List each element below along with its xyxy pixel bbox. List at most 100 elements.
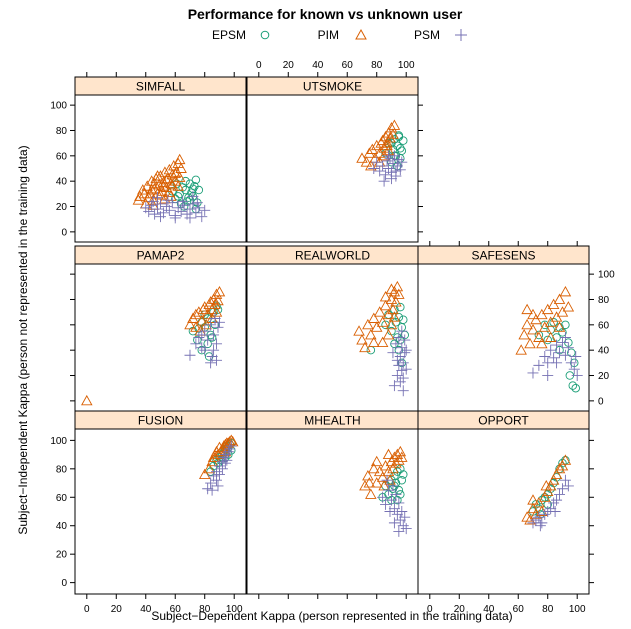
point-pim: [376, 316, 389, 327]
panel-frame: [74, 263, 247, 412]
panel-mhealth: MHEALTH: [246, 410, 419, 595]
point-pim: [365, 488, 377, 499]
point-psm: [184, 349, 196, 361]
x-axis-label: Subject−Dependent Kappa (person represen…: [151, 609, 512, 623]
x-tick-label: 60: [342, 60, 354, 71]
point-pim: [134, 190, 146, 201]
point-pim: [184, 318, 196, 330]
point-pim: [368, 312, 380, 323]
point-pim: [370, 455, 383, 467]
point-psm: [385, 494, 397, 506]
point-psm: [377, 491, 389, 503]
point-psm: [387, 480, 399, 492]
point-pim: [539, 321, 551, 332]
legend: EPSM PIM PSM: [212, 28, 467, 42]
point-psm: [554, 488, 566, 500]
y-tick-label: 0: [598, 396, 604, 407]
y-tick-label: 0: [61, 578, 67, 589]
point-psm: [202, 334, 214, 346]
point-pim: [197, 303, 210, 315]
point-psm: [391, 370, 403, 382]
panel-safesens: SAFESENS: [417, 245, 590, 412]
panel-title: OPPORT: [478, 414, 529, 428]
point-psm: [378, 175, 390, 187]
point-pim: [518, 329, 530, 340]
point-psm: [208, 329, 220, 341]
point-pim: [210, 288, 223, 299]
point-pim: [556, 460, 569, 471]
point-psm: [562, 480, 574, 492]
point-psm: [175, 206, 187, 218]
point-pim: [363, 147, 376, 158]
point-psm: [166, 197, 178, 209]
point-pim: [157, 176, 170, 187]
point-psm: [390, 165, 402, 177]
point-psm: [533, 511, 545, 523]
point-pim: [175, 162, 187, 173]
point-epsm: [568, 381, 578, 390]
point-pim: [198, 468, 211, 479]
point-psm: [187, 190, 199, 202]
point-psm: [155, 211, 166, 223]
point-pim: [173, 153, 186, 165]
point-psm: [199, 204, 211, 216]
point-epsm: [213, 305, 223, 314]
point-epsm: [534, 330, 544, 340]
point-psm: [380, 169, 392, 181]
point-psm: [211, 354, 223, 366]
panel-title: MHEALTH: [304, 414, 360, 428]
point-pim: [540, 479, 553, 491]
point-psm: [391, 354, 403, 366]
y-tick-label: 40: [598, 346, 610, 357]
point-pim: [547, 298, 560, 310]
point-psm: [393, 525, 405, 537]
point-epsm: [394, 485, 404, 495]
point-pim: [387, 128, 399, 139]
point-psm: [219, 457, 231, 469]
point-psm: [196, 329, 208, 341]
point-pim: [550, 311, 563, 322]
point-psm: [397, 357, 409, 369]
y-tick-label: 100: [50, 101, 67, 112]
y-tick-label: 80: [598, 295, 610, 306]
point-psm: [162, 194, 174, 206]
point-pim: [366, 143, 379, 154]
point-pim: [393, 288, 405, 299]
point-pim: [544, 316, 557, 327]
point-pim: [376, 471, 389, 482]
point-pim: [524, 337, 536, 349]
point-pim: [373, 465, 386, 477]
point-psm: [384, 152, 396, 164]
point-pim: [553, 462, 566, 474]
point-epsm: [397, 146, 407, 156]
point-psm: [545, 344, 557, 356]
point-psm: [155, 198, 166, 210]
y-tick-label: 20: [56, 202, 68, 213]
point-pim: [172, 180, 184, 191]
point-pim: [370, 321, 383, 332]
panel-title: SIMFALL: [136, 80, 186, 94]
x-tick-label: 40: [312, 60, 324, 71]
point-psm: [545, 503, 557, 515]
x-tick-label: 20: [454, 604, 466, 615]
point-psm: [224, 443, 236, 455]
point-psm: [397, 520, 409, 532]
panel-title: PAMAP2: [137, 249, 185, 263]
point-psm: [400, 344, 412, 356]
legend-label-epsm: EPSM: [212, 28, 246, 42]
point-psm: [221, 454, 233, 466]
point-psm: [396, 325, 408, 337]
point-pim: [360, 156, 373, 167]
panel-opport: OPPORT: [417, 410, 590, 595]
point-pim: [165, 177, 177, 189]
x-tick-label: 60: [170, 604, 182, 615]
point-pim: [559, 454, 572, 465]
point-psm: [190, 207, 202, 219]
point-psm: [400, 523, 412, 535]
point-epsm: [393, 141, 402, 150]
y-tick-label: 80: [56, 464, 68, 475]
point-psm: [396, 364, 408, 376]
panel-realworld: REALWORLD: [246, 245, 419, 412]
point-pim: [203, 298, 215, 310]
point-pim: [373, 306, 386, 317]
